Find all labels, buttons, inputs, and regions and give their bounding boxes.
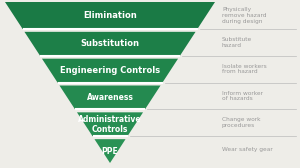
Text: Elimination: Elimination (83, 11, 137, 20)
Text: Change work
procedures: Change work procedures (222, 117, 260, 128)
Text: Substitution: Substitution (80, 39, 140, 48)
Polygon shape (25, 32, 196, 56)
Polygon shape (5, 2, 215, 29)
Text: Physically
remove hazard
during design: Physically remove hazard during design (222, 7, 266, 24)
Polygon shape (77, 112, 143, 136)
Text: Engineering Controls: Engineering Controls (60, 66, 160, 75)
Polygon shape (94, 139, 125, 163)
Text: Isolate workers
from hazard: Isolate workers from hazard (222, 64, 267, 74)
Text: Wear safety gear: Wear safety gear (222, 147, 273, 152)
Text: Inform worker
of hazards: Inform worker of hazards (222, 91, 263, 101)
Text: PPE: PPE (102, 147, 118, 156)
Text: Substitute
hazard: Substitute hazard (222, 37, 252, 48)
Polygon shape (42, 59, 178, 82)
Text: Administrative
Controls: Administrative Controls (78, 115, 142, 134)
Polygon shape (59, 86, 160, 109)
Text: Awareness: Awareness (87, 93, 134, 102)
